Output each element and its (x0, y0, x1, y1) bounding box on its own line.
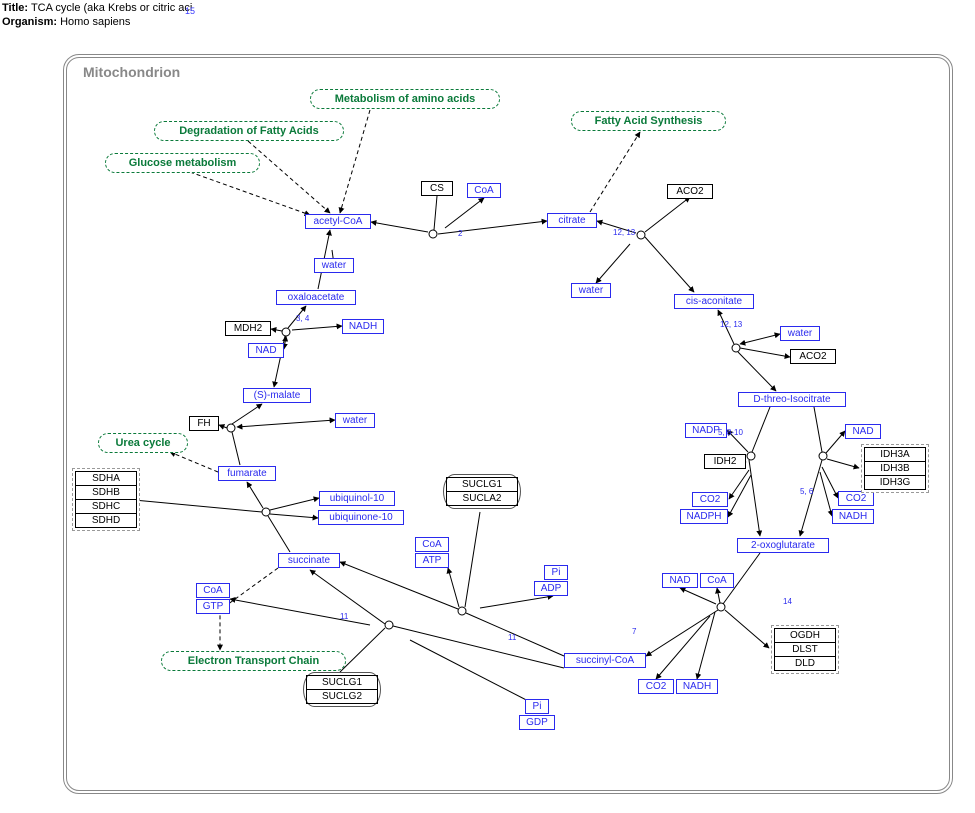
gene-node-aco2b: ACO2 (790, 349, 836, 364)
metabolite-node-ubiquinol: ubiquinol-10 (319, 491, 395, 506)
metabolite-node-atp: ATP (415, 553, 449, 568)
metabolite-node-cisaconitate: cis-aconitate (674, 294, 754, 309)
gene-stack-sdh: SDHASDHBSDHCSDHD (72, 468, 140, 531)
metabolite-node-co2_sc: CO2 (638, 679, 674, 694)
metabolite-node-pi2: Pi (525, 699, 549, 714)
gene-node-cs: CS (421, 181, 453, 196)
metabolite-node-water_fh: water (335, 413, 375, 428)
edge-label: 5, 8-10 (718, 428, 743, 437)
pathway-node-fa_synth: Fatty Acid Synthesis (571, 111, 726, 131)
complex-row: SUCLG1 (446, 477, 518, 492)
metabolite-node-water_cit: water (571, 283, 611, 298)
metabolite-node-nadph: NADPH (680, 509, 728, 524)
gene-node-aco2a: ACO2 (667, 184, 713, 199)
edge-label: 2 (458, 229, 462, 238)
complex-row: SUCLA2 (446, 492, 518, 506)
metabolite-node-oxaloacetate: oxaloacetate (276, 290, 356, 305)
gene-node-fh: FH (189, 416, 219, 431)
edge-label: 5, 6 (800, 487, 813, 496)
edge-label: 11 (508, 633, 516, 642)
gene-row: IDH3B (864, 462, 926, 476)
organism-value: Homo sapiens (60, 16, 130, 28)
metabolite-node-nad_r: NAD (845, 424, 881, 439)
metabolite-node-nadh_l: NADH (342, 319, 384, 334)
gene-node-idh2: IDH2 (704, 454, 746, 469)
edge-label: 12, 13 (613, 228, 635, 237)
metabolite-node-acetylcoa: acetyl-CoA (305, 214, 371, 229)
complex-row: SUCLG2 (306, 690, 378, 704)
organism-label: Organism: (2, 16, 57, 28)
gene-row: OGDH (774, 628, 836, 643)
edge-label: 7 (632, 627, 636, 636)
pathway-node-urea: Urea cycle (98, 433, 188, 453)
metabolite-node-co2_l: CO2 (692, 492, 728, 507)
pathway-node-etc: Electron Transport Chain (161, 651, 346, 671)
metabolite-node-citrate: citrate (547, 213, 597, 228)
edge-label: 12, 13 (720, 320, 742, 329)
metabolite-node-water_cis: water (780, 326, 820, 341)
metabolite-node-coa_s2: CoA (196, 583, 230, 598)
gene-row: IDH3G (864, 476, 926, 490)
gene-row: IDH3A (864, 447, 926, 462)
edge-label: 11 (340, 612, 348, 621)
gene-row: SDHB (75, 486, 137, 500)
metabolite-node-coa_s: CoA (415, 537, 449, 552)
compartment-label: Mitochondrion (83, 64, 180, 80)
metabolite-node-disocitrate: D-threo-Isocitrate (738, 392, 846, 407)
metabolite-node-coa_top: CoA (467, 183, 501, 198)
metabolite-node-gtp: GTP (196, 599, 230, 614)
pathway-node-met_aa: Metabolism of amino acids (310, 89, 500, 109)
metabolite-node-ubiquinone: ubiquinone-10 (318, 510, 404, 525)
gene-node-mdh2: MDH2 (225, 321, 271, 336)
metabolite-node-adp: ADP (534, 581, 568, 596)
metabolite-node-succoa: succinyl-CoA (564, 653, 646, 668)
complex-suclg1a: SUCLG1SUCLA2 (443, 474, 521, 509)
pathway-node-glucose: Glucose metabolism (105, 153, 260, 173)
gene-stack-idh3: IDH3AIDH3BIDH3G (861, 444, 929, 493)
title-value: TCA cycle (aka Krebs or citric aci (31, 2, 192, 14)
gene-row: SDHC (75, 500, 137, 514)
metabolite-node-nad_l: NAD (248, 343, 284, 358)
diagram-number: 15 (185, 6, 195, 16)
metabolite-node-co2_r: CO2 (838, 491, 874, 506)
edge-label: 14 (783, 597, 792, 606)
gene-row: SDHD (75, 514, 137, 528)
metabolite-node-nadh_r: NADH (832, 509, 874, 524)
metabolite-node-coa_og: CoA (700, 573, 734, 588)
gene-row: DLST (774, 643, 836, 657)
complex-suclg1b: SUCLG1SUCLG2 (303, 672, 381, 707)
complex-row: SUCLG1 (306, 675, 378, 690)
metabolite-node-oxoglutarate: 2-oxoglutarate (737, 538, 829, 553)
metabolite-node-nad_og: NAD (662, 573, 698, 588)
metabolite-node-succinate: succinate (278, 553, 340, 568)
metabolite-node-fumarate: fumarate (218, 466, 276, 481)
gene-row: SDHA (75, 471, 137, 486)
metabolite-node-gdp: GDP (519, 715, 555, 730)
title-label: Title: (2, 2, 28, 14)
metabolite-node-nadh_sc: NADH (676, 679, 718, 694)
edge-label: 3, 4 (296, 314, 309, 323)
gene-row: DLD (774, 657, 836, 671)
metabolite-node-smalate: (S)-malate (243, 388, 311, 403)
pathway-node-deg_fa: Degradation of Fatty Acids (154, 121, 344, 141)
metabolite-node-pi1: Pi (544, 565, 568, 580)
gene-stack-ogdh: OGDHDLSTDLD (771, 625, 839, 674)
metabolite-node-water_oa: water (314, 258, 354, 273)
